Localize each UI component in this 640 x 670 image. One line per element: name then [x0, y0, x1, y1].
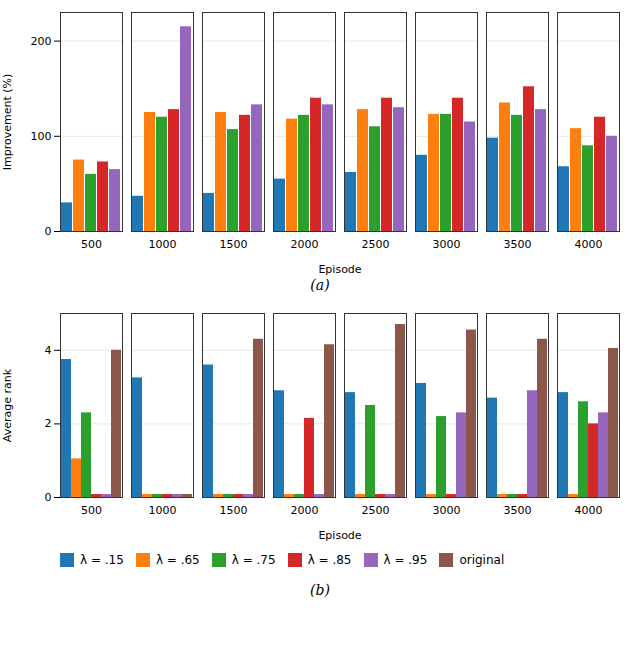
html-text:λ = .65: λ = .65: [155, 552, 200, 567]
html-text:original: original: [459, 552, 505, 567]
html-text:λ = .75: λ = .75: [231, 552, 276, 567]
svg-text:1000: 1000: [149, 238, 177, 251]
svg-text:4000: 4000: [575, 504, 603, 517]
svg-text:Episode: Episode: [318, 529, 361, 542]
html-text:λ = .95: λ = .95: [383, 552, 428, 567]
svg-text:2500: 2500: [362, 504, 390, 517]
svg-text:3000: 3000: [433, 504, 461, 517]
svg-text:2500: 2500: [362, 238, 390, 251]
svg-text:4: 4: [45, 344, 52, 357]
svg-text:200: 200: [31, 35, 52, 48]
html-text:λ = .85: λ = .85: [307, 552, 352, 567]
svg-text:0: 0: [45, 491, 52, 504]
svg-text:100: 100: [31, 130, 52, 143]
svg-text:3500: 3500: [504, 238, 532, 251]
svg-text:500: 500: [81, 504, 102, 517]
html-text:λ = .15: λ = .15: [80, 552, 124, 567]
html-text:(b): (b): [310, 582, 330, 598]
svg-text:4000: 4000: [575, 238, 603, 251]
svg-text:1000: 1000: [149, 504, 177, 517]
svg-text:3500: 3500: [504, 504, 532, 517]
svg-text:500: 500: [81, 238, 102, 251]
svg-text:0: 0: [45, 225, 52, 238]
svg-text:1500: 1500: [220, 238, 248, 251]
svg-text:3000: 3000: [433, 238, 461, 251]
svg-text:Episode: Episode: [318, 263, 361, 276]
svg-text:2: 2: [45, 417, 52, 430]
svg-text:2000: 2000: [291, 504, 319, 517]
svg-text:Improvement (%): Improvement (%): [1, 74, 14, 171]
svg-text:2000: 2000: [291, 238, 319, 251]
svg-text:Average rank: Average rank: [1, 368, 14, 442]
html-text:(a): (a): [310, 277, 330, 293]
svg-text:1500: 1500: [220, 504, 248, 517]
